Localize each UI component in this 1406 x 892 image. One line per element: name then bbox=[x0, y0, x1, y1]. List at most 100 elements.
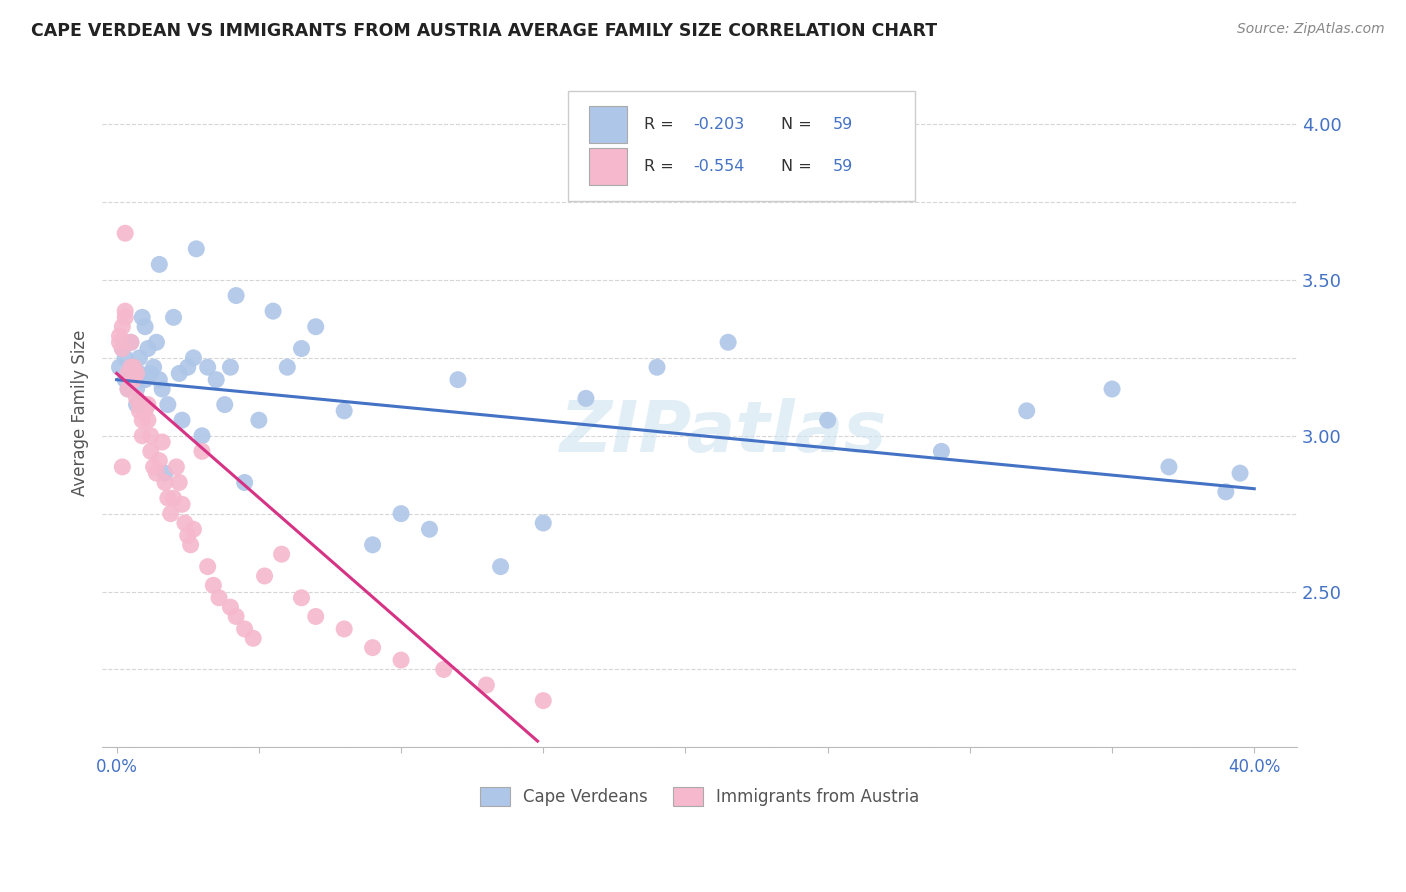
Point bbox=[131, 413, 153, 427]
Point bbox=[290, 591, 312, 605]
Point bbox=[128, 398, 150, 412]
Point bbox=[575, 392, 598, 406]
Point bbox=[142, 360, 165, 375]
Point bbox=[191, 429, 214, 443]
FancyBboxPatch shape bbox=[568, 91, 915, 202]
Point bbox=[645, 360, 668, 375]
Point bbox=[305, 319, 328, 334]
Point bbox=[136, 398, 159, 412]
Point bbox=[333, 622, 356, 636]
Point bbox=[122, 373, 145, 387]
Point bbox=[150, 382, 173, 396]
Point bbox=[153, 475, 176, 490]
Point bbox=[128, 351, 150, 365]
FancyBboxPatch shape bbox=[589, 148, 627, 185]
Point bbox=[180, 538, 202, 552]
Point bbox=[167, 367, 190, 381]
Point bbox=[290, 342, 312, 356]
Point bbox=[150, 435, 173, 450]
Point bbox=[1015, 404, 1038, 418]
Point bbox=[253, 569, 276, 583]
Point bbox=[262, 304, 284, 318]
Point bbox=[233, 622, 256, 636]
Point bbox=[170, 413, 193, 427]
Point bbox=[433, 662, 456, 676]
Point bbox=[111, 459, 134, 474]
Point bbox=[531, 693, 554, 707]
Legend: Cape Verdeans, Immigrants from Austria: Cape Verdeans, Immigrants from Austria bbox=[474, 780, 927, 813]
Point bbox=[114, 304, 136, 318]
Point bbox=[139, 429, 162, 443]
Point bbox=[120, 335, 142, 350]
Point bbox=[183, 522, 205, 536]
Text: N =: N = bbox=[780, 159, 817, 174]
Text: ZIPatlas: ZIPatlas bbox=[560, 398, 887, 467]
Point bbox=[117, 382, 139, 396]
Point bbox=[134, 319, 156, 334]
Y-axis label: Average Family Size: Average Family Size bbox=[72, 329, 89, 496]
Point bbox=[128, 367, 150, 381]
Point bbox=[148, 453, 170, 467]
Point bbox=[117, 382, 139, 396]
Point bbox=[214, 398, 236, 412]
Point bbox=[361, 538, 384, 552]
Point bbox=[136, 413, 159, 427]
Point bbox=[242, 632, 264, 646]
Point bbox=[1229, 466, 1251, 480]
Point bbox=[1215, 484, 1237, 499]
Point bbox=[159, 507, 181, 521]
Point bbox=[139, 367, 162, 381]
Point bbox=[136, 342, 159, 356]
Point bbox=[145, 466, 167, 480]
Point bbox=[225, 288, 247, 302]
Point bbox=[162, 491, 184, 505]
Point bbox=[186, 242, 208, 256]
Text: 59: 59 bbox=[832, 159, 852, 174]
Point bbox=[162, 310, 184, 325]
Point bbox=[418, 522, 440, 536]
Point bbox=[170, 497, 193, 511]
Point bbox=[125, 382, 148, 396]
Text: N =: N = bbox=[780, 117, 817, 132]
Point bbox=[120, 367, 142, 381]
Point bbox=[120, 335, 142, 350]
Point bbox=[128, 404, 150, 418]
Point bbox=[156, 398, 179, 412]
Point bbox=[125, 392, 148, 406]
Point bbox=[139, 444, 162, 458]
Point bbox=[148, 373, 170, 387]
Point bbox=[177, 360, 200, 375]
Point bbox=[183, 351, 205, 365]
Point bbox=[111, 342, 134, 356]
Point bbox=[225, 609, 247, 624]
Point bbox=[111, 342, 134, 356]
Point bbox=[153, 466, 176, 480]
Point bbox=[197, 360, 219, 375]
Point bbox=[111, 319, 134, 334]
Point bbox=[208, 591, 231, 605]
Point bbox=[531, 516, 554, 530]
Point bbox=[817, 413, 839, 427]
Point bbox=[276, 360, 298, 375]
Point bbox=[165, 459, 187, 474]
Point bbox=[134, 404, 156, 418]
Text: -0.554: -0.554 bbox=[693, 159, 745, 174]
Point bbox=[108, 329, 131, 343]
Point bbox=[122, 360, 145, 375]
Point bbox=[114, 351, 136, 365]
Point bbox=[177, 528, 200, 542]
Point bbox=[134, 373, 156, 387]
Point bbox=[1157, 459, 1180, 474]
Point bbox=[122, 360, 145, 375]
Point bbox=[114, 226, 136, 240]
Point bbox=[233, 475, 256, 490]
Point bbox=[305, 609, 328, 624]
Point bbox=[191, 444, 214, 458]
Point bbox=[117, 367, 139, 381]
Point bbox=[120, 360, 142, 375]
Point bbox=[142, 459, 165, 474]
Point bbox=[219, 600, 242, 615]
Point bbox=[174, 516, 197, 530]
Text: R =: R = bbox=[644, 159, 679, 174]
Point bbox=[114, 373, 136, 387]
